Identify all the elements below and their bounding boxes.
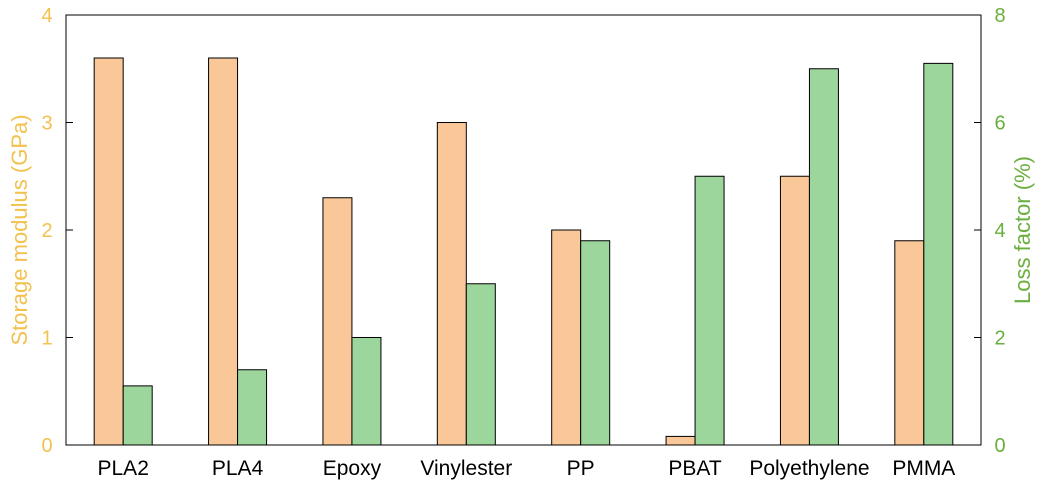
x-tick-label-vinylester: Vinylester bbox=[420, 457, 512, 480]
loss-factor-bar-pmma bbox=[923, 62, 954, 446]
storage-modulus-bar-epoxy bbox=[322, 197, 353, 446]
y-right-tick-label: 4 bbox=[994, 220, 1005, 242]
y-right-tick-label: 6 bbox=[994, 113, 1005, 135]
x-tick-label-pp: PP bbox=[567, 457, 595, 480]
loss-factor-bar-pla4 bbox=[237, 369, 268, 446]
y-right-tick-label: 0 bbox=[994, 435, 1005, 457]
x-tick-label-polyethylene: Polyethylene bbox=[749, 457, 869, 480]
storage-modulus-bar-vinylester bbox=[436, 122, 467, 446]
x-tick-label-epoxy: Epoxy bbox=[323, 457, 382, 480]
y-right-tick-label: 2 bbox=[994, 328, 1005, 350]
storage-modulus-bar-pp bbox=[551, 229, 582, 446]
y-left-tick-label: 2 bbox=[41, 220, 52, 242]
storage-modulus-bar-polyethylene bbox=[779, 175, 810, 446]
x-tick-label-pla2: PLA2 bbox=[98, 457, 149, 480]
loss-factor-bar-epoxy bbox=[351, 337, 382, 446]
loss-factor-bar-pla2 bbox=[122, 385, 153, 446]
loss-factor-bar-vinylester bbox=[465, 283, 496, 446]
x-tick-label-pla4: PLA4 bbox=[212, 457, 264, 480]
y-left-tick-label: 0 bbox=[41, 435, 52, 457]
loss-factor-bar-pp bbox=[580, 240, 611, 446]
plot-frame bbox=[65, 14, 982, 446]
loss-factor-bar-pbat bbox=[694, 175, 725, 446]
storage-modulus-bar-pla4 bbox=[208, 57, 239, 446]
x-tick-label-pmma: PMMA bbox=[892, 457, 955, 480]
bars-layer bbox=[93, 57, 954, 446]
ticks-layer bbox=[66, 14, 981, 446]
x-tick-label-pbat: PBAT bbox=[668, 457, 721, 480]
y-right-tick-label: 8 bbox=[994, 5, 1005, 27]
y-axis-left-title: Storage modulus (GPa) bbox=[7, 114, 32, 345]
storage-modulus-bar-pla2 bbox=[93, 57, 124, 446]
y-left-tick-label: 1 bbox=[41, 328, 52, 350]
storage-modulus-bar-pmma bbox=[894, 240, 925, 446]
labels-layer: PLA2 PLA4 Epoxy Vinylester PP PBAT Polyethylen… bbox=[41, 5, 1005, 480]
loss-factor-bar-polyethylene bbox=[808, 68, 839, 446]
y-left-tick-label: 4 bbox=[41, 5, 52, 27]
y-axis-right-title: Loss factor (%) bbox=[1010, 156, 1035, 304]
y-left-tick-label: 3 bbox=[41, 113, 52, 135]
storage-modulus-bar-pbat bbox=[665, 435, 696, 446]
